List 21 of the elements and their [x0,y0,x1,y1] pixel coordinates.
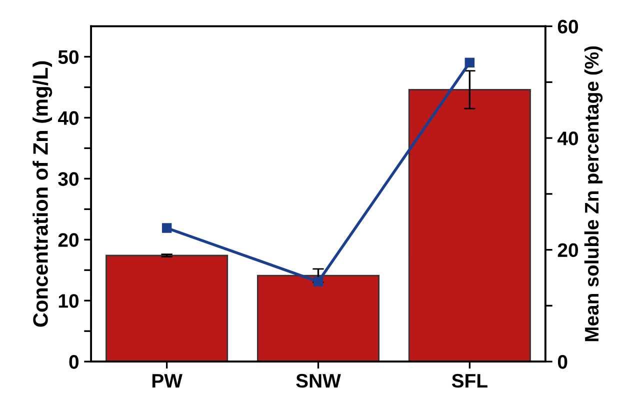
y-axis-title: Concentration of Zn (mg/L) [32,61,52,327]
y-tick-label: 20 [58,233,79,247]
y2-tick-label: 0 [558,355,568,369]
bar [408,88,531,362]
y-tick-label: 10 [58,294,79,308]
point [313,276,324,287]
x-tick-label: SNW [296,374,341,388]
y-tick-label: 30 [58,172,79,186]
y-tick-label: 50 [58,50,79,64]
y2-axis-title: Mean soluble Zn percentage (%) [584,46,603,342]
y-tick-label: 40 [58,111,79,125]
y2-tick-label: 60 [558,20,578,34]
x-tick-label: PW [152,374,182,388]
bar [256,274,380,362]
x-tick-label: SFL [452,374,488,388]
y2-tick-label: 40 [557,132,578,146]
y2-tick-label: 20 [558,243,578,258]
y-tick-label: 0 [69,355,78,369]
point [162,223,172,233]
point [464,58,475,68]
bar [106,254,228,362]
